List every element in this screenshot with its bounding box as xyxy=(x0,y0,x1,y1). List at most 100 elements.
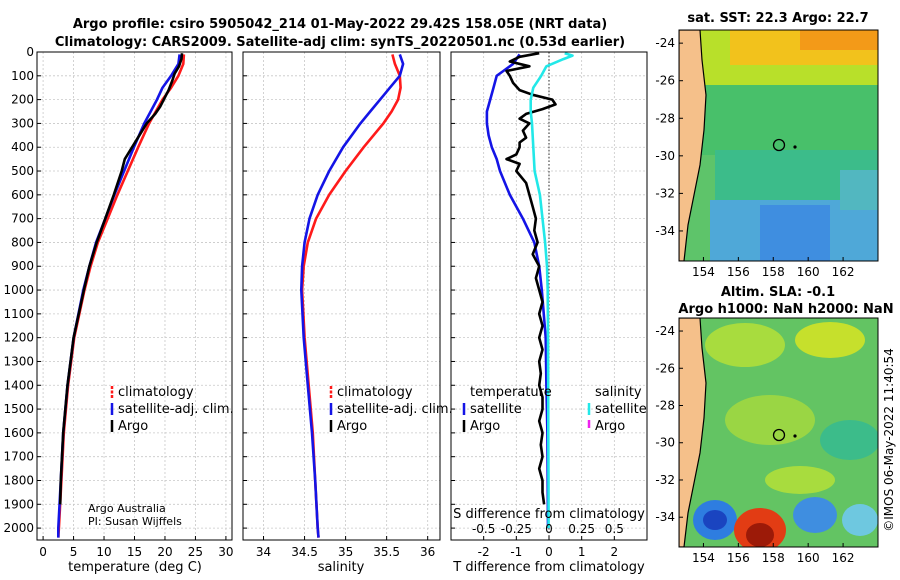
x-tick-label: 0 xyxy=(545,545,553,559)
sst-float-marker xyxy=(772,138,786,152)
lon-tick-label: 156 xyxy=(727,265,750,279)
sst-map xyxy=(679,30,878,261)
series-line-satellite-adj-clim- xyxy=(56,54,181,538)
depth-tick-label: 1700 xyxy=(3,450,34,464)
x-tick-label: -2 xyxy=(478,545,490,559)
lon-tick-label: 158 xyxy=(762,551,785,565)
depth-tick-label: 1900 xyxy=(3,497,34,511)
depth-tick-label: 300 xyxy=(11,116,34,130)
sla-map-ticks: -24 -26 -28 -30 -32 -34 154 156 158 160 162 xyxy=(655,324,854,565)
x-tick-label: 30 xyxy=(218,545,233,559)
depth-tick-label: 500 xyxy=(11,164,34,178)
series-line-s-satellite xyxy=(529,52,574,529)
sst-mid-band xyxy=(700,85,878,155)
legend-label-satellite: satellite-adj. clim. xyxy=(118,402,234,417)
sst-map-title: sat. SST: 22.3 Argo: 22.7 xyxy=(687,11,868,26)
difference-xlabel: T difference from climatology xyxy=(452,560,645,575)
salinity-lines xyxy=(299,53,405,538)
lat-tick-label: -26 xyxy=(655,361,675,375)
legend-label-climatology: climatology xyxy=(118,385,194,400)
diff-legend-title-salinity: salinity xyxy=(595,385,642,400)
sal-legend-label-satellite: satellite-adj. clim. xyxy=(337,402,453,417)
temperature-legend: climatology satellite-adj. clim. Argo xyxy=(110,385,234,434)
series-line-t-satellite xyxy=(485,53,550,529)
temperature-lines xyxy=(56,53,186,538)
series-line-argo xyxy=(58,53,184,505)
sla-low-eddy-3 xyxy=(842,504,878,536)
lat-tick-label: -24 xyxy=(655,36,675,50)
depth-tick-label: 0 xyxy=(26,45,34,59)
sst-map-ticks: -24 -26 -28 -30 -32 -34 154 156 158 160 162 xyxy=(655,36,854,279)
x-tick-label: 1 xyxy=(578,545,586,559)
x-tick-label: 34 xyxy=(256,545,271,559)
sla-australia-land xyxy=(679,318,707,547)
series-line-climatology xyxy=(300,54,402,538)
s-diff-tick-label: 0.5 xyxy=(605,522,624,536)
depth-tick-label: 1300 xyxy=(3,354,34,368)
depth-tick-label: 1500 xyxy=(3,402,34,416)
sst-map-frame xyxy=(678,29,879,262)
series-line-t-argo xyxy=(505,52,557,505)
sla-float-marker xyxy=(772,428,786,442)
imos-timestamp: ©IMOS 06-May-2022 11:40:54 xyxy=(882,348,896,532)
diff-legend-label-s-argo: Argo xyxy=(595,419,625,434)
difference-legend: temperature salinity satellite Argo sate… xyxy=(462,385,647,434)
lat-tick-label: -24 xyxy=(655,324,675,338)
depth-tick-label: 200 xyxy=(11,93,34,107)
lon-tick-label: 154 xyxy=(692,265,715,279)
salinity-axes-frame xyxy=(242,51,441,541)
lat-tick-label: -30 xyxy=(655,436,675,450)
lon-tick-label: 160 xyxy=(797,551,820,565)
diff-legend-title-temperature: temperature xyxy=(470,385,552,400)
sla-blob-3 xyxy=(725,395,815,445)
lon-tick-label: 158 xyxy=(762,265,785,279)
difference-lines xyxy=(485,52,574,529)
x-tick-label: -1 xyxy=(510,545,522,559)
figure-title-line1: Argo profile: csiro 5905042_214 01-May-2… xyxy=(73,17,607,32)
credit-line1: Argo Australia xyxy=(88,502,166,515)
sla-blob-1 xyxy=(705,323,785,367)
salinity-xlabel: salinity xyxy=(318,560,365,575)
sst-australia-land xyxy=(679,30,707,261)
x-tick-label: 5 xyxy=(70,545,78,559)
depth-tick-label: 600 xyxy=(11,188,34,202)
x-tick-label: 25 xyxy=(188,545,203,559)
sla-map xyxy=(679,318,878,547)
difference-ticks: -2 -1 0 1 2 -0.5 -0.25 0 0.25 0.5 xyxy=(451,51,624,559)
sla-low-eddy-core xyxy=(703,510,727,530)
lat-tick-label: -28 xyxy=(655,399,675,413)
x-tick-label: 15 xyxy=(127,545,142,559)
depth-tick-label: 1000 xyxy=(3,283,34,297)
sla-map-title2: Argo h1000: NaN h2000: NaN xyxy=(678,302,893,317)
legend-label-argo: Argo xyxy=(118,419,148,434)
lat-tick-label: -28 xyxy=(655,111,675,125)
lat-tick-label: -30 xyxy=(655,149,675,163)
difference-xlabel-top: S difference from climatology xyxy=(453,507,645,522)
sla-low-eddy-2 xyxy=(793,497,837,533)
temperature-ticks: 0100200300400500600700800900100011001200… xyxy=(3,45,233,559)
salinity-ticks: 34 34.5 35 35.5 36 xyxy=(243,51,435,559)
salinity-legend: climatology satellite-adj. clim. Argo xyxy=(329,385,453,434)
depth-tick-label: 800 xyxy=(11,235,34,249)
sla-island-dot xyxy=(793,434,797,438)
sst-hottest-band xyxy=(800,30,878,50)
lon-tick-label: 162 xyxy=(832,265,855,279)
sla-high-eddy-core xyxy=(746,523,774,547)
salinity-grid xyxy=(243,51,440,540)
depth-tick-label: 2000 xyxy=(3,521,34,535)
lat-tick-label: -34 xyxy=(655,510,675,524)
lon-tick-label: 160 xyxy=(797,265,820,279)
depth-tick-label: 700 xyxy=(11,212,34,226)
depth-tick-label: 100 xyxy=(11,69,34,83)
x-tick-label: 20 xyxy=(157,545,172,559)
series-line-satellite-adj-clim- xyxy=(299,53,405,538)
x-tick-label: 36 xyxy=(420,545,435,559)
sla-blob-4 xyxy=(820,420,878,460)
diff-legend-label-t-satellite: satellite xyxy=(470,402,522,417)
depth-tick-label: 1600 xyxy=(3,426,34,440)
s-diff-tick-label: -0.25 xyxy=(501,522,532,536)
lat-tick-label: -32 xyxy=(655,473,675,487)
diff-legend-label-t-argo: Argo xyxy=(470,419,500,434)
x-tick-label: 34.5 xyxy=(291,545,318,559)
sst-coldest-patch xyxy=(760,205,830,261)
